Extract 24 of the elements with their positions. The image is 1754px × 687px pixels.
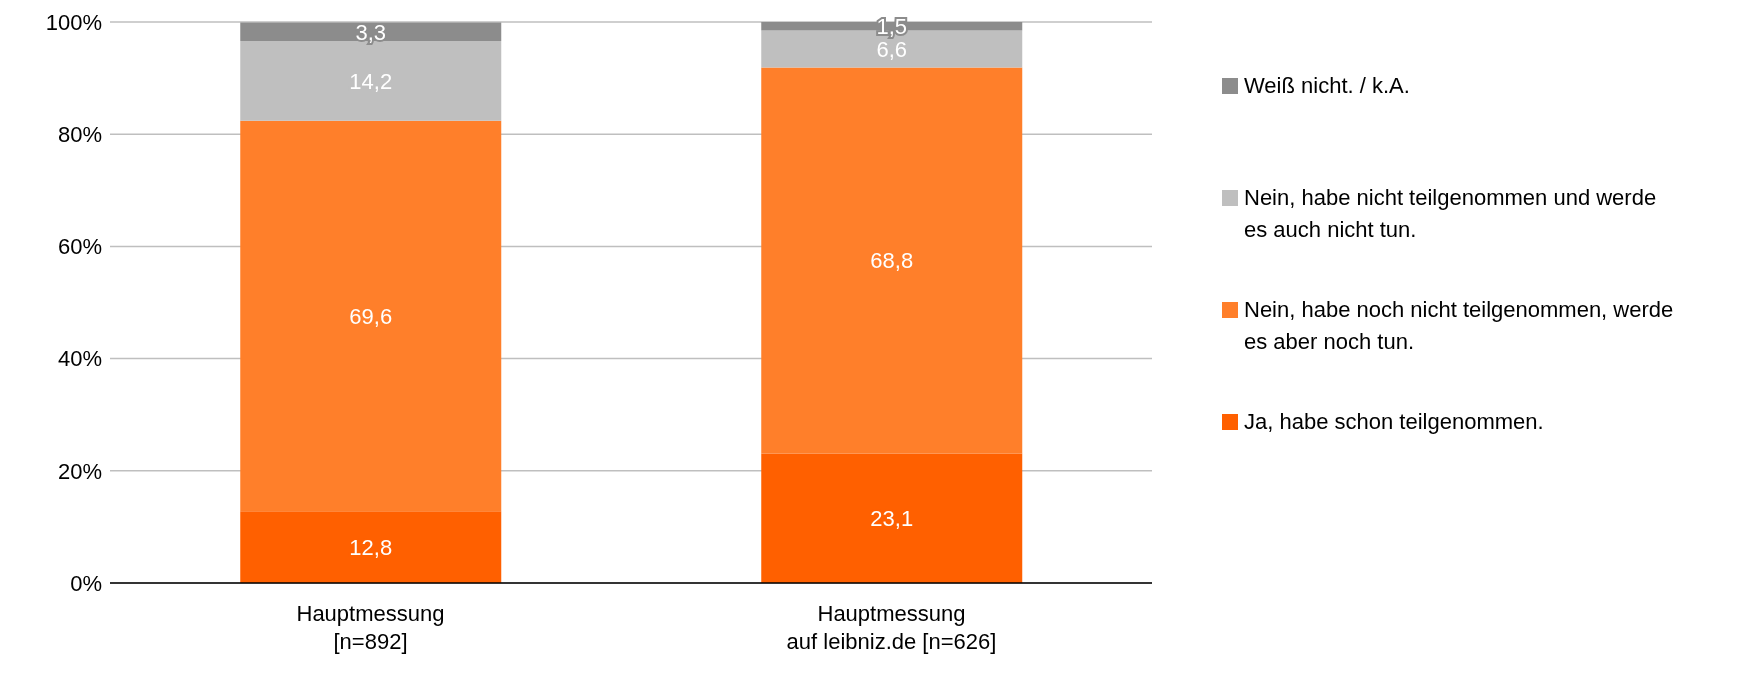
legend-label: Ja, habe schon teilgenommen. bbox=[1244, 408, 1545, 436]
x-tick-label: Hauptmessung [n=892] bbox=[296, 601, 445, 654]
y-tick-label: 100% bbox=[45, 9, 102, 35]
data-label: 23,1 bbox=[870, 506, 914, 532]
y-tick-label: 0% bbox=[70, 570, 102, 596]
data-label: 3,3 bbox=[355, 19, 387, 45]
bar bbox=[240, 511, 502, 583]
y-tick-label: 80% bbox=[57, 122, 102, 148]
bar bbox=[240, 41, 502, 121]
data-label: 12,8 bbox=[349, 534, 393, 560]
legend-label: Nein, habe nicht teilgenommen und werde es auch nicht tun. bbox=[1244, 184, 1658, 244]
bar bbox=[240, 120, 502, 512]
bar bbox=[761, 67, 1023, 454]
y-tick-label: 20% bbox=[57, 458, 102, 484]
data-label: 6,6 bbox=[876, 36, 908, 62]
y-tick-label: 40% bbox=[57, 346, 102, 372]
legend-label: Nein, habe noch nicht teilgenommen, werde es aber noch tun. bbox=[1244, 296, 1675, 356]
data-label: 14,2 bbox=[349, 68, 393, 94]
legend-label: Weiß nicht. / k.A. bbox=[1244, 72, 1411, 100]
y-tick-label: 60% bbox=[57, 234, 102, 260]
bar bbox=[761, 453, 1023, 583]
x-tick-label: Hauptmessung auf leibniz.de [n=626] bbox=[786, 601, 997, 654]
data-label: 69,6 bbox=[349, 303, 393, 329]
data-label: 68,8 bbox=[870, 248, 914, 274]
